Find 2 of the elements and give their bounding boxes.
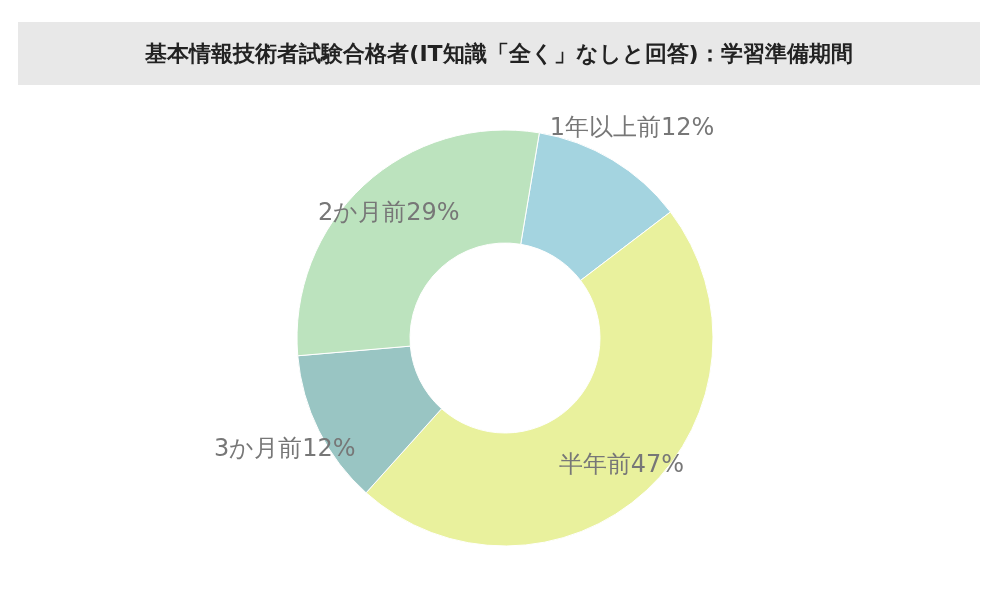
slice-label: 1年以上前12% (549, 113, 715, 142)
chart-title: 基本情報技術者試験合格者(IT知識「全く」なしと回答)：学習準備期間 (145, 39, 853, 68)
